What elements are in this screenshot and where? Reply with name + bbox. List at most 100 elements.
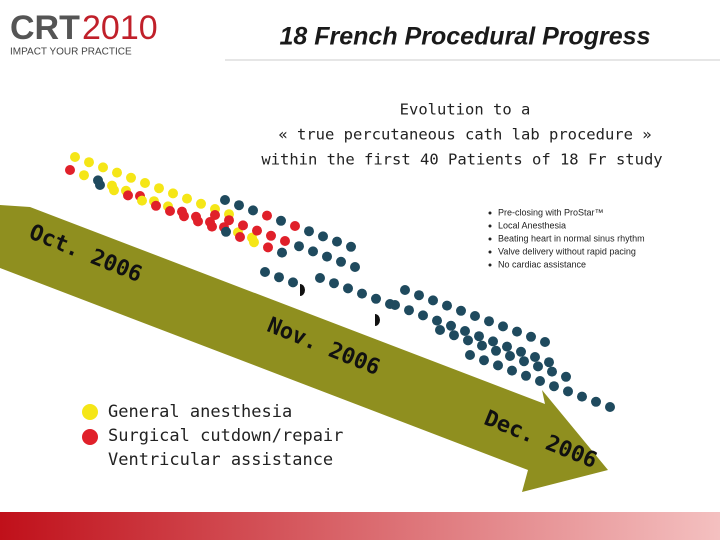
bullet-dot <box>488 263 492 267</box>
patient-dot <box>400 285 410 295</box>
patient-dot <box>193 216 203 227</box>
patient-dot <box>238 220 248 231</box>
patient-dot <box>322 251 332 262</box>
patient-dot <box>456 305 466 316</box>
bullet-text: Valve delivery without rapid pacing <box>498 246 636 256</box>
patient-dot <box>290 221 300 231</box>
patient-dot <box>137 195 147 206</box>
bullet-text: Local Anesthesia <box>498 220 566 230</box>
patient-dot <box>432 315 442 326</box>
patient-dot <box>561 371 571 382</box>
patient-dot <box>179 211 189 222</box>
patient-dot <box>207 221 217 232</box>
patient-dot <box>210 210 220 220</box>
patient-dot <box>404 305 414 316</box>
marker <box>375 314 380 326</box>
patient-dot <box>249 237 259 248</box>
patient-dot <box>526 331 536 342</box>
patient-dot <box>540 337 550 347</box>
patient-dot <box>79 170 89 181</box>
patient-dot <box>151 200 161 211</box>
patient-dot <box>488 336 498 347</box>
patient-dot <box>274 272 284 283</box>
patient-dot <box>332 236 342 247</box>
patient-dots <box>65 152 615 412</box>
bullet-dot <box>488 224 492 228</box>
patient-dot <box>465 350 475 360</box>
patient-dot <box>350 262 360 272</box>
legend-label: Ventricular assistance <box>108 450 333 470</box>
legend-label: General anesthesia <box>108 402 292 422</box>
patient-dot <box>260 267 270 277</box>
patient-dot <box>182 193 192 204</box>
patient-dot <box>435 325 445 335</box>
patient-dot <box>346 241 356 252</box>
patient-dot <box>474 331 484 342</box>
patient-dot <box>418 310 428 321</box>
patient-dot <box>446 320 456 331</box>
patient-dot <box>521 370 531 381</box>
patient-dot <box>221 226 231 237</box>
patient-dot <box>442 300 452 311</box>
footer-band <box>0 512 720 540</box>
patient-dot <box>294 241 304 252</box>
patient-dot <box>493 360 503 371</box>
patient-dot <box>276 215 286 226</box>
patient-dot <box>315 273 325 283</box>
patient-dot <box>165 206 175 216</box>
patient-dot <box>112 167 122 178</box>
patient-dot <box>318 231 328 242</box>
bullet-text: Beating heart in normal sinus rhythm <box>498 233 645 243</box>
patient-dot <box>84 157 94 168</box>
patient-dot <box>277 247 287 258</box>
patient-dot <box>126 172 136 183</box>
patient-dot <box>70 152 80 162</box>
patient-dot <box>507 365 517 376</box>
patient-dot <box>343 283 353 294</box>
patient-dot <box>65 165 75 175</box>
patient-dot <box>357 288 367 299</box>
patient-dot <box>502 341 512 352</box>
patient-dot <box>266 230 276 241</box>
patient-dot <box>95 180 105 190</box>
patient-dot <box>491 345 501 356</box>
logo-brand: CRT <box>10 9 80 47</box>
patient-dot <box>336 256 346 267</box>
logo-tagline: IMPACT YOUR PRACTICE <box>10 47 132 58</box>
patient-dot <box>498 321 508 332</box>
patient-dot <box>477 340 487 351</box>
patient-dot <box>224 215 234 226</box>
bullet-text: Pre-closing with ProStar™ <box>498 207 604 217</box>
timeline-arrow <box>0 205 608 492</box>
patient-dot <box>605 402 615 412</box>
marker <box>300 284 305 296</box>
patient-dot <box>577 391 587 402</box>
patient-dot <box>154 183 164 194</box>
patient-dot <box>533 361 543 372</box>
patient-dot <box>484 316 494 327</box>
patient-dot <box>98 162 108 173</box>
slide-title: 18 French Procedural Progress <box>280 23 651 51</box>
patient-dot <box>470 311 480 321</box>
subtitle-line: Evolution to a <box>400 101 531 119</box>
patient-dot <box>288 277 298 288</box>
patient-dot <box>463 335 473 346</box>
patient-dot <box>304 226 314 237</box>
patient-dot <box>544 357 554 368</box>
patient-dot <box>563 386 573 397</box>
patient-dot <box>460 326 470 336</box>
patient-dot <box>263 242 273 253</box>
patient-dot <box>235 232 245 242</box>
patient-dot <box>308 246 318 257</box>
patient-dot <box>390 300 400 310</box>
legend-label: Surgical cutdown/repair <box>108 426 343 446</box>
patient-dot <box>140 178 150 188</box>
patient-dot <box>234 200 244 211</box>
bullet-dot <box>488 211 492 215</box>
patient-dot <box>262 210 272 221</box>
patient-dot <box>280 236 290 246</box>
patient-dot <box>371 293 381 304</box>
patient-dot <box>248 205 258 216</box>
patient-dot <box>530 352 540 362</box>
